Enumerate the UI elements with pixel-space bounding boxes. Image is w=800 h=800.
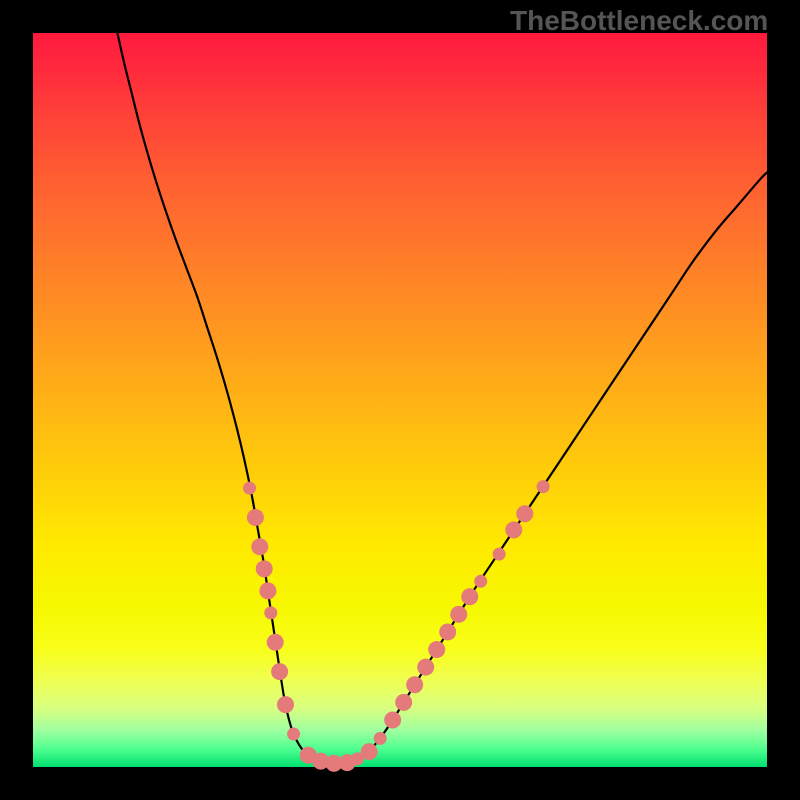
marker-point [287,727,300,740]
marker-point [256,560,273,577]
marker-point [439,623,456,640]
plot-area [33,33,767,767]
marker-point [461,588,478,605]
marker-point [267,634,284,651]
curve-left [117,33,337,764]
marker-point [243,482,256,495]
curves-layer [33,33,767,767]
marker-point [247,509,264,526]
marker-point [395,694,412,711]
marker-point [428,641,445,658]
chart-container: TheBottleneck.com [0,0,800,800]
marker-point [537,480,550,493]
marker-point [516,505,533,522]
marker-point [450,606,467,623]
marker-point [277,696,294,713]
marker-point [505,521,522,538]
marker-point [259,582,276,599]
curve-right [338,172,767,763]
marker-point [417,659,434,676]
marker-point [251,538,268,555]
marker-point [271,663,288,680]
marker-point [361,743,378,760]
marker-point [493,548,506,561]
marker-point [406,676,423,693]
marker-point [384,712,401,729]
marker-point [374,732,387,745]
markers-right [374,480,550,745]
marker-point [264,606,277,619]
watermark-text: TheBottleneck.com [510,5,768,37]
marker-point [474,575,487,588]
markers-left [243,482,378,772]
